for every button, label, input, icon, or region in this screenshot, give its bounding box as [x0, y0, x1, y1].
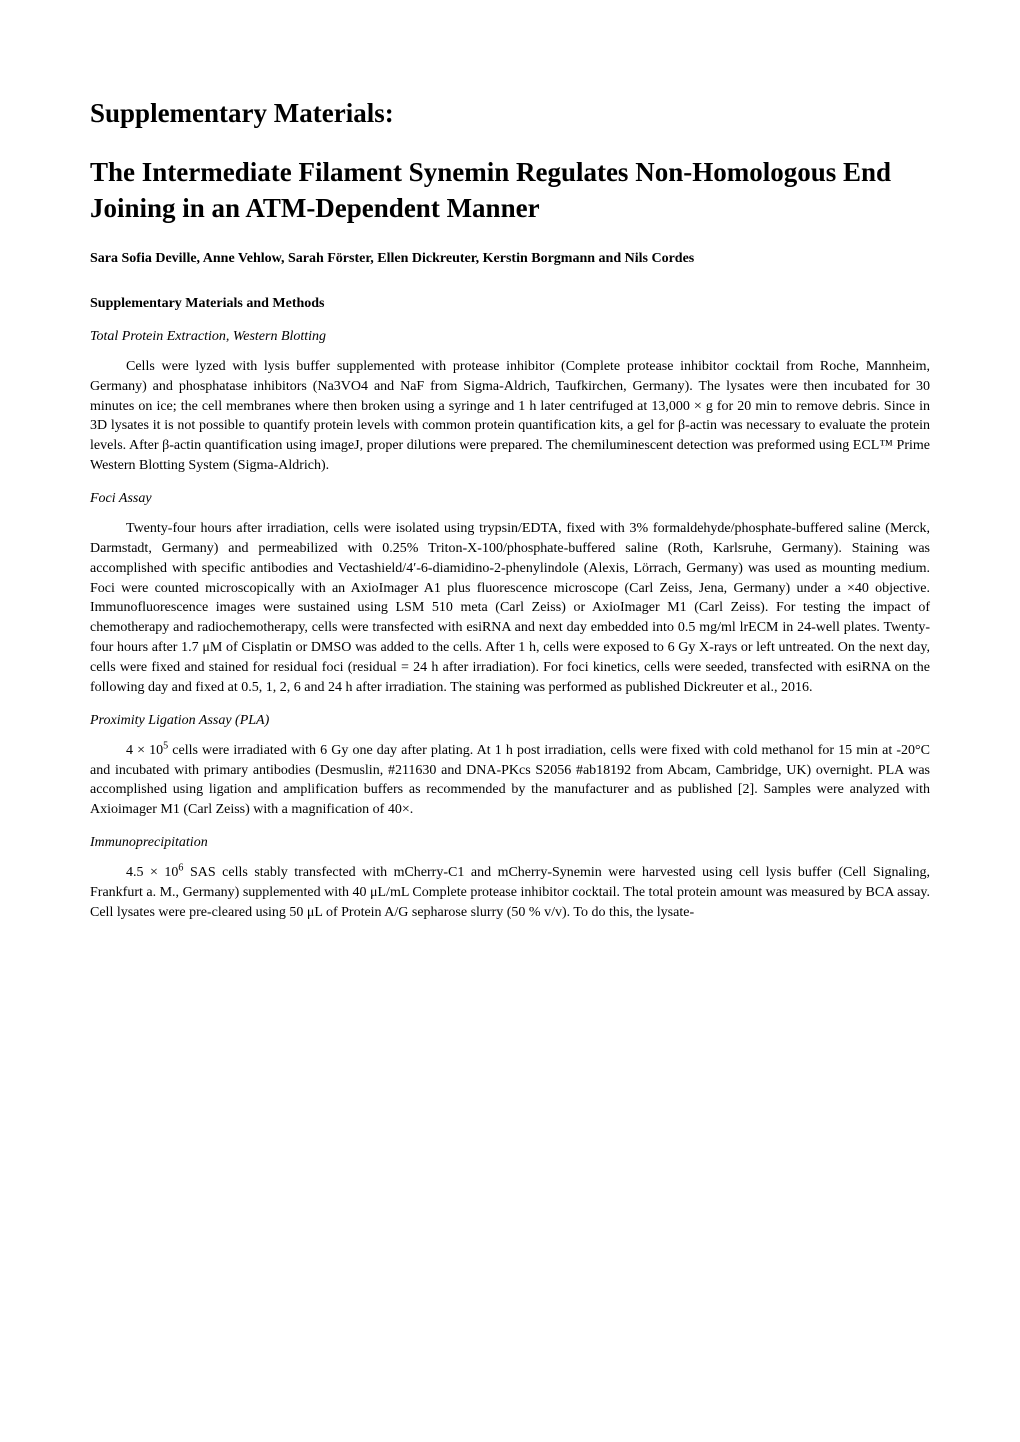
para-total-protein: Cells were lyzed with lysis buffer suppl… [90, 357, 930, 476]
article-title: The Intermediate Filament Synemin Regula… [90, 155, 930, 226]
para-ip-post: SAS cells stably transfected with mCherr… [90, 865, 930, 920]
para-ip: 4.5 × 106 SAS cells stably transfected w… [90, 863, 930, 923]
section-methods-heading: Supplementary Materials and Methods [90, 295, 930, 314]
authors-line: Sara Sofia Deville, Anne Vehlow, Sarah F… [90, 249, 930, 269]
para-foci: Twenty-four hours after irradiation, cel… [90, 519, 930, 698]
subsection-total-protein: Total Protein Extraction, Western Blotti… [90, 328, 930, 347]
subsection-foci: Foci Assay [90, 490, 930, 509]
para-ip-pre: 4.5 × 10 [126, 865, 178, 880]
subsection-ip: Immunoprecipitation [90, 834, 930, 853]
subsection-pla: Proximity Ligation Assay (PLA) [90, 712, 930, 731]
para-pla: 4 × 105 cells were irradiated with 6 Gy … [90, 741, 930, 821]
para-pla-pre: 4 × 10 [126, 743, 163, 758]
para-pla-post: cells were irradiated with 6 Gy one day … [90, 743, 930, 818]
supplementary-heading: Supplementary Materials: [90, 95, 930, 131]
